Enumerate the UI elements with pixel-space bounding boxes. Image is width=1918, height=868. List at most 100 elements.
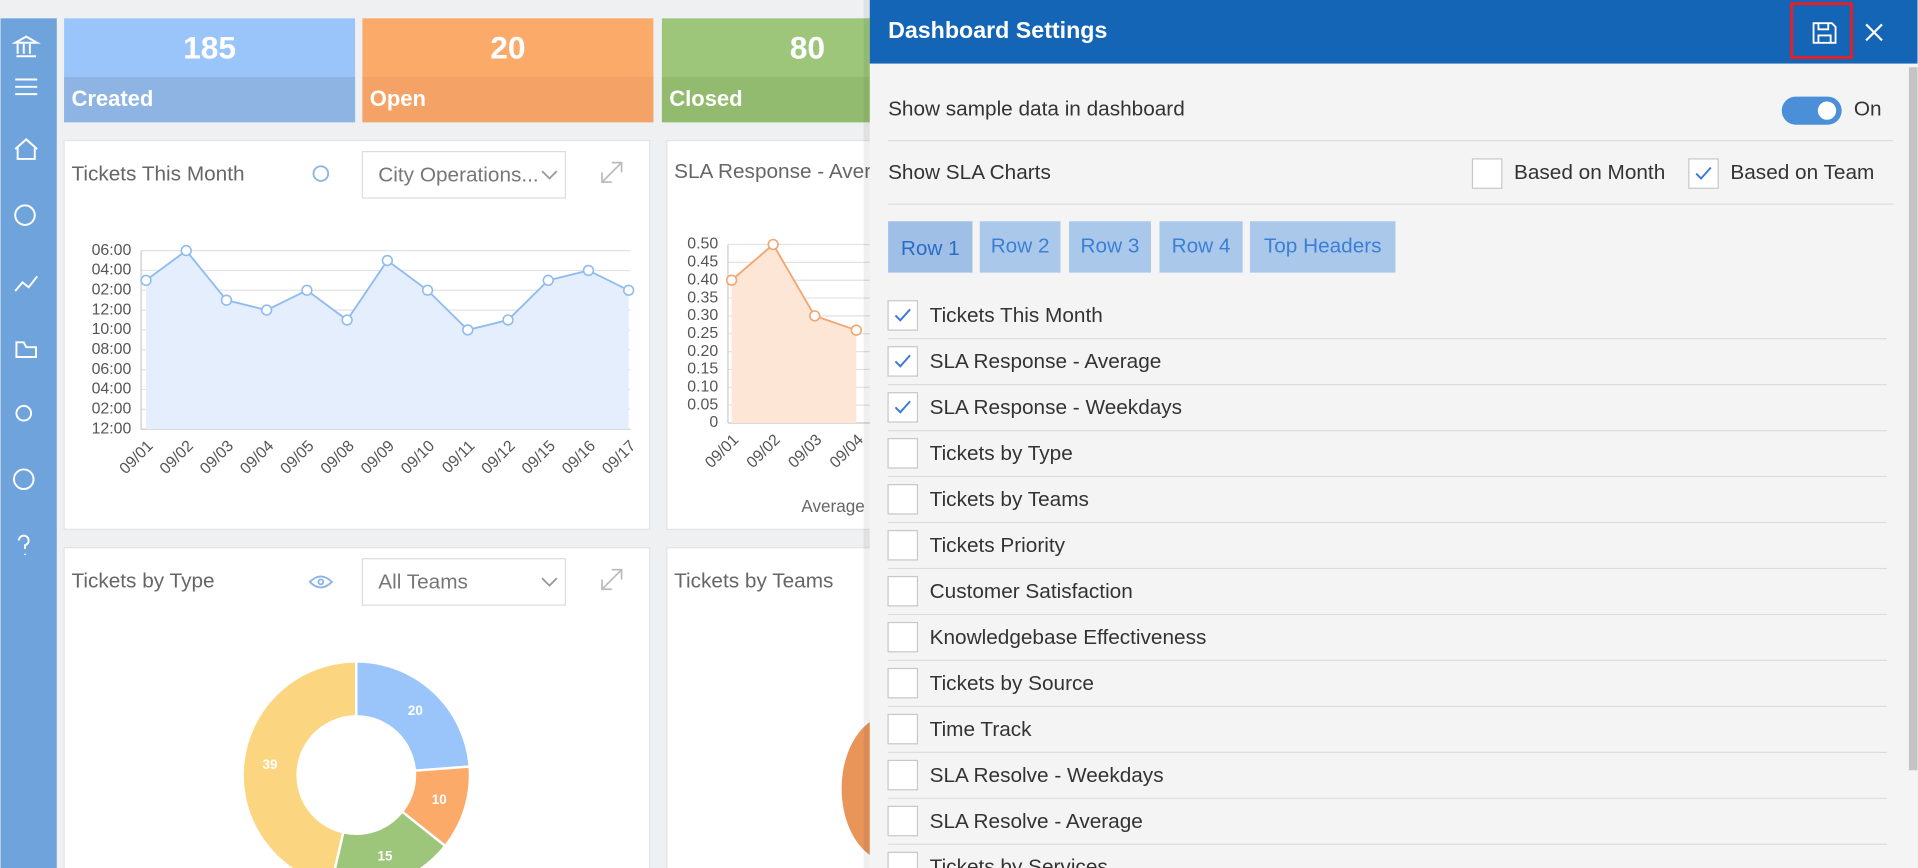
widget-option: SLA Resolve - Weekdays [930,764,1164,787]
checkbox[interactable] [1688,158,1719,189]
y-tick-label: 04:00 [92,381,132,398]
data-point [341,314,353,326]
y-tick-label: 06:00 [92,242,132,259]
stat-value: 185 [183,30,236,66]
widget-option: Tickets This Month [930,304,1103,327]
area-fill [146,250,629,430]
y-tick-label: 0.45 [687,254,718,271]
tab[interactable] [1159,221,1243,273]
eye-icon[interactable] [308,575,334,589]
y-tick-label: 0 [709,414,718,431]
checkbox[interactable] [887,392,919,423]
teams-icon[interactable] [15,341,37,358]
stat-band [64,77,356,123]
data-point [260,304,273,316]
setting-label: Show SLA Charts [888,161,1051,184]
y-tick-label: 0.50 [687,236,718,253]
data-point [301,284,313,296]
checkbox[interactable] [887,851,919,868]
widget-option: Tickets by Source [930,672,1094,695]
series-line [731,243,857,332]
save-button[interactable] [1790,2,1853,59]
tab-label: Row 1 [901,237,960,260]
logo-icon[interactable] [11,35,41,58]
tab[interactable] [888,221,973,273]
checkbox[interactable] [887,575,919,607]
expand-icon[interactable] [601,161,623,184]
toggle-knob [1817,101,1837,120]
checkbox[interactable] [1471,158,1503,189]
dropdown-chevron [541,170,558,180]
widget-option: Tickets Priority [930,534,1066,557]
checkmark [1695,166,1712,180]
option-label: Based on Team [1730,161,1874,184]
widget-option: Tickets by Services [930,856,1108,868]
checkbox[interactable] [887,346,919,377]
checkbox[interactable] [887,484,919,515]
tab[interactable] [1069,221,1151,273]
save-icon [1812,22,1837,44]
checkbox[interactable] [887,621,919,653]
stat-value: 80 [790,30,825,66]
checkbox[interactable] [887,300,919,331]
data-point [622,284,635,296]
widget-option: SLA Resolve - Average [930,810,1143,833]
checkbox[interactable] [887,713,919,745]
y-tick-label: 0.35 [687,289,718,306]
stat-label: Open [370,86,426,111]
checkbox[interactable] [887,759,919,791]
settings-panel: Dashboard Settings Show sample data in da… [863,0,1918,868]
checkmark [894,354,911,368]
filter-dropdown[interactable] [361,150,566,199]
checkbox[interactable] [887,667,919,699]
tab-label: Row 2 [991,234,1050,257]
checkmark [894,400,911,414]
tab-label: Row 3 [1081,234,1140,257]
widget-option: SLA Response - Average [930,350,1162,373]
data-point [502,314,514,326]
widget-title: Tickets by Teams [674,569,833,592]
data-point [542,274,554,287]
data-point [582,264,595,277]
theme-icon[interactable] [13,468,35,490]
checkbox[interactable] [887,438,919,469]
home-icon[interactable] [14,138,38,160]
scrollbar[interactable] [1908,67,1918,771]
widget-option: Time Track [930,718,1033,741]
data-point [850,324,862,336]
slice-label: 15 [377,849,392,864]
filter-dropdown[interactable] [361,558,566,606]
checkbox[interactable] [887,529,919,561]
eye-pupil [317,578,325,586]
help-icon[interactable] [17,534,30,556]
data-point [421,284,434,296]
data-point [220,294,233,306]
sidebar-bg [0,18,57,868]
stat-label: Created [71,86,153,111]
settings-icon[interactable] [15,404,33,422]
y-tick-label: 06:00 [92,361,132,378]
y-tick-label: 02:00 [92,400,132,417]
panel-title: Dashboard Settings [888,17,1107,43]
gear-icon[interactable] [312,165,330,182]
y-tick-label: 08:00 [92,341,132,358]
donut-fragment [841,721,871,856]
y-tick-label: 0.30 [687,307,718,324]
panel-shadow [863,0,874,868]
y-tick-label: 02:00 [92,281,132,298]
y-tick-label: 10:00 [92,321,132,338]
data-point [725,274,738,286]
widget-option: Tickets by Teams [930,488,1089,511]
expand-icon[interactable] [601,568,623,591]
donut-slice [333,809,447,868]
dashboard-icon[interactable] [14,204,36,226]
reports-icon[interactable] [14,275,38,292]
tab[interactable] [979,221,1061,273]
checkbox[interactable] [887,805,919,837]
menu-icon[interactable] [15,78,38,96]
tab[interactable] [1249,221,1396,273]
close-button[interactable] [1865,23,1883,42]
panel-bg [869,0,1918,868]
